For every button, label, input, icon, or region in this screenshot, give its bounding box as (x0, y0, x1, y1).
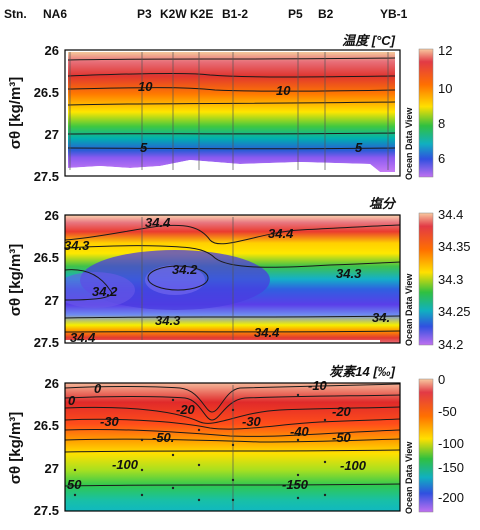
colorbar (418, 378, 434, 513)
colorbar-tick: 8 (438, 116, 445, 131)
contour-label: 34.4 (70, 330, 96, 345)
station-label-p5: P5 (288, 7, 303, 21)
colorbar-tick: 34.4 (438, 207, 463, 222)
colorbar-tick: 34.35 (438, 239, 471, 254)
contour-label: 34. (372, 310, 390, 325)
colorbar-tick: 10 (438, 81, 452, 96)
y-tick-label: 27.5 (34, 335, 59, 350)
contour-label: -150 (282, 477, 309, 492)
contour-label: 34.4 (145, 215, 171, 230)
station-label-b1-2: B1-2 (222, 7, 248, 21)
panel-carbon14: 0 -10 0 -20 -20 -30 -30 -40 -50 -50. -10… (7, 364, 464, 518)
panel-temperature: 10 10 5 5 温度 [°C] 26 26.5 27 27.5 σθ [kg… (7, 33, 452, 184)
y-tick-label: 27.5 (34, 503, 59, 518)
contour-label: -30 (242, 414, 262, 429)
station-label-b2: B2 (318, 7, 334, 21)
contour-label: -20 (332, 404, 352, 419)
plot-frame (64, 382, 401, 512)
contour-label: -50. (152, 430, 174, 445)
contour-label: -100 (340, 458, 367, 473)
y-tick-label: 27 (45, 293, 59, 308)
odv-watermark: Ocean Data View (404, 273, 414, 346)
station-label-na6: NA6 (43, 7, 67, 21)
y-tick-label: 26.5 (34, 85, 59, 100)
contour-label: -10 (308, 378, 328, 393)
colorbar-tick: -100 (438, 436, 464, 451)
colorbar (418, 212, 434, 346)
station-label-k2w: K2W (160, 7, 187, 21)
contour-label: 0 (94, 381, 102, 396)
contour-label: 34.4 (254, 325, 280, 340)
y-tick-label: 27 (45, 461, 59, 476)
colorbar (418, 48, 434, 178)
panel-title: 塩分 (369, 196, 397, 211)
contour-label: 34.3 (336, 266, 362, 281)
plot-frame (64, 49, 401, 177)
plot-frame (64, 214, 401, 344)
carbon14-section-field (65, 383, 400, 511)
colorbar-tick: -200 (438, 490, 464, 505)
station-label-stn: Stn. (4, 7, 27, 21)
contour-label: -50 (332, 430, 352, 445)
station-label-k2e: K2E (190, 7, 213, 21)
contour-label: 5 (355, 140, 363, 155)
y-tick-label: 27.5 (34, 169, 59, 184)
contour-label: 50 (67, 477, 82, 492)
odv-watermark: Ocean Data View (404, 107, 414, 180)
sample-dots (73, 393, 327, 502)
y-axis-label: σθ [kg/m³] (7, 244, 24, 317)
colorbar-tick: 12 (438, 43, 452, 58)
contour-label: -20 (176, 402, 196, 417)
y-tick-label: 26 (45, 376, 59, 391)
colorbar-tick: -50 (438, 404, 457, 419)
y-axis-label: σθ [kg/m³] (7, 412, 24, 485)
contour-label: -30 (100, 414, 120, 429)
station-label-yb-1: YB-1 (380, 7, 408, 21)
y-tick-label: 26 (45, 43, 59, 58)
contour-label: 5 (140, 140, 148, 155)
y-tick-label: 26.5 (34, 250, 59, 265)
colorbar-tick: 34.25 (438, 304, 471, 319)
panel-title: 温度 [°C] (342, 33, 396, 48)
contour-label: 0 (68, 393, 76, 408)
station-header: Stn. NA6 P3 K2W K2E B1-2 P5 B2 YB-1 (4, 7, 408, 21)
colorbar-tick: 34.2 (438, 337, 463, 352)
panel-salinity: 34.4 34.4 34.3 34.2 34.2 34.3 34.3 34.4 … (7, 196, 471, 352)
y-tick-label: 26.5 (34, 418, 59, 433)
contour-label: -100 (112, 457, 139, 472)
contour-label: 34.2 (92, 284, 118, 299)
contour-label: 34.3 (155, 313, 181, 328)
station-label-p3: P3 (137, 7, 152, 21)
y-tick-label: 27 (45, 127, 59, 142)
panel-title: 炭素14 [‰] (329, 364, 395, 379)
temperature-section-field (67, 52, 396, 176)
colorbar-tick: 6 (438, 151, 445, 166)
colorbar-tick: -150 (438, 460, 464, 475)
salinity-section-field (65, 215, 400, 343)
y-tick-label: 26 (45, 208, 59, 223)
y-axis-label: σθ [kg/m³] (7, 77, 24, 150)
contour-label: 34.3 (64, 238, 90, 253)
colorbar-tick: 34.3 (438, 272, 463, 287)
contour-label: 34.4 (268, 226, 294, 241)
contour-label: -40 (290, 424, 310, 439)
contour-label: 10 (276, 83, 291, 98)
colorbar-tick: 0 (438, 372, 445, 387)
contour-label: 10 (138, 79, 153, 94)
contour-label: 34.2 (172, 262, 198, 277)
odv-watermark: Ocean Data View (404, 441, 414, 514)
